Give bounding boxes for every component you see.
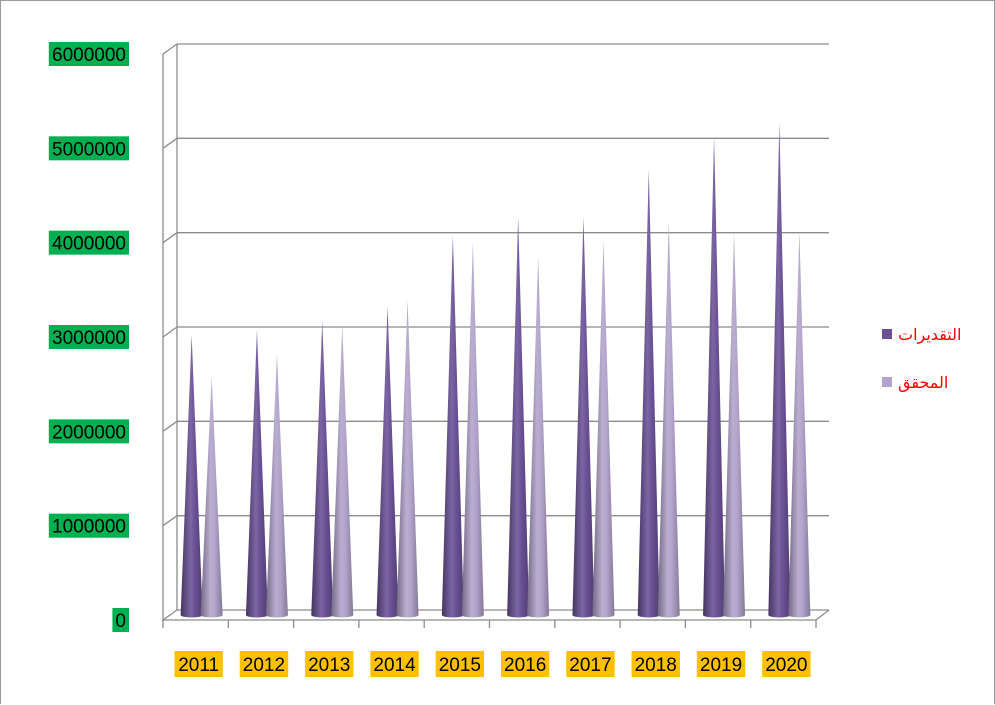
gridline-depth-edge bbox=[162, 232, 178, 244]
cone-bar bbox=[245, 330, 268, 618]
svg-text:2014: 2014 bbox=[373, 655, 416, 676]
svg-text:4000000: 4000000 bbox=[52, 234, 126, 255]
x-tick-label: 2015 bbox=[435, 651, 485, 677]
cone-bar bbox=[396, 299, 419, 618]
gridline-depth-edge bbox=[162, 326, 178, 338]
svg-text:1000000: 1000000 bbox=[52, 517, 126, 538]
cone-bar bbox=[637, 169, 660, 618]
svg-text:2017: 2017 bbox=[569, 655, 611, 676]
x-tick-label: 2012 bbox=[239, 651, 289, 677]
cone-bar bbox=[461, 242, 484, 618]
svg-text:2016: 2016 bbox=[504, 655, 546, 676]
x-tick-label: 2016 bbox=[500, 651, 550, 677]
y-tick-label: 3000000 bbox=[48, 325, 129, 349]
svg-text:2000000: 2000000 bbox=[52, 422, 126, 443]
x-tick-label: 2013 bbox=[305, 651, 354, 677]
cone-bar bbox=[703, 136, 726, 618]
x-tick-label: 2019 bbox=[696, 651, 746, 677]
cone-bar bbox=[592, 240, 615, 618]
cone-bar bbox=[507, 216, 530, 618]
cone-bar bbox=[572, 216, 595, 618]
svg-text:2011: 2011 bbox=[178, 655, 219, 676]
svg-text:2015: 2015 bbox=[439, 655, 481, 676]
cone-bar bbox=[768, 122, 791, 618]
cone-bar bbox=[265, 353, 288, 618]
y-tick-label: 4000000 bbox=[48, 230, 129, 255]
x-tick-label: 2020 bbox=[762, 651, 811, 677]
y-tick-label: 1000000 bbox=[48, 513, 129, 538]
x-tick-label: 2018 bbox=[631, 651, 680, 677]
cone-bar bbox=[331, 325, 354, 618]
legend-entry: التقديرات bbox=[882, 325, 961, 345]
gridline-depth-edge bbox=[162, 137, 178, 149]
bars bbox=[180, 122, 811, 618]
y-tick-label: 5000000 bbox=[48, 136, 129, 161]
svg-text:0: 0 bbox=[115, 611, 126, 632]
legend: التقديرات المحقق bbox=[882, 325, 961, 393]
gridline-depth-edge bbox=[162, 609, 178, 621]
svg-text:2018: 2018 bbox=[635, 655, 677, 676]
y-tick-label: 6000000 bbox=[48, 42, 129, 66]
cone-bar bbox=[788, 230, 811, 618]
cone-bar bbox=[376, 306, 399, 618]
svg-text:3000000: 3000000 bbox=[52, 328, 126, 349]
gridline-depth-edge bbox=[162, 420, 178, 432]
x-tick-label: 2017 bbox=[566, 651, 615, 677]
cone-bar bbox=[180, 334, 203, 618]
svg-text:6000000: 6000000 bbox=[52, 45, 126, 66]
gridline-depth-edge bbox=[162, 515, 178, 527]
gridline-depth-edge bbox=[162, 43, 178, 55]
svg-text:المحقق: المحقق bbox=[898, 373, 948, 393]
cone-bar bbox=[723, 232, 746, 618]
cone-bar bbox=[527, 256, 550, 618]
cone-bar bbox=[311, 320, 334, 618]
x-axis-tick-labels: 2011 2012 2013 2014 2015 2016 2017 2018 2019 2020 bbox=[174, 651, 811, 677]
cone-bar bbox=[200, 377, 223, 618]
cone-bar bbox=[441, 235, 464, 618]
svg-text:2012: 2012 bbox=[243, 655, 285, 676]
x-tick-label: 2014 bbox=[370, 651, 419, 677]
svg-text:التقديرات: التقديرات bbox=[898, 325, 961, 345]
y-axis-tick-labels: 0 1000000 2000000 3000000 4000000 5000000 6000… bbox=[48, 42, 129, 632]
y-tick-label: 2000000 bbox=[48, 419, 129, 444]
svg-text:5000000: 5000000 bbox=[52, 139, 126, 160]
cone-bar bbox=[657, 221, 680, 618]
legend-entry: المحقق bbox=[882, 373, 948, 393]
gridlines bbox=[162, 43, 830, 628]
x-tick-label: 2011 bbox=[174, 651, 223, 677]
svg-text:2013: 2013 bbox=[308, 655, 350, 676]
y-tick-label: 0 bbox=[112, 608, 129, 632]
floor-right-edge bbox=[815, 609, 830, 621]
svg-text:2020: 2020 bbox=[765, 655, 807, 676]
svg-text:2019: 2019 bbox=[700, 655, 742, 676]
